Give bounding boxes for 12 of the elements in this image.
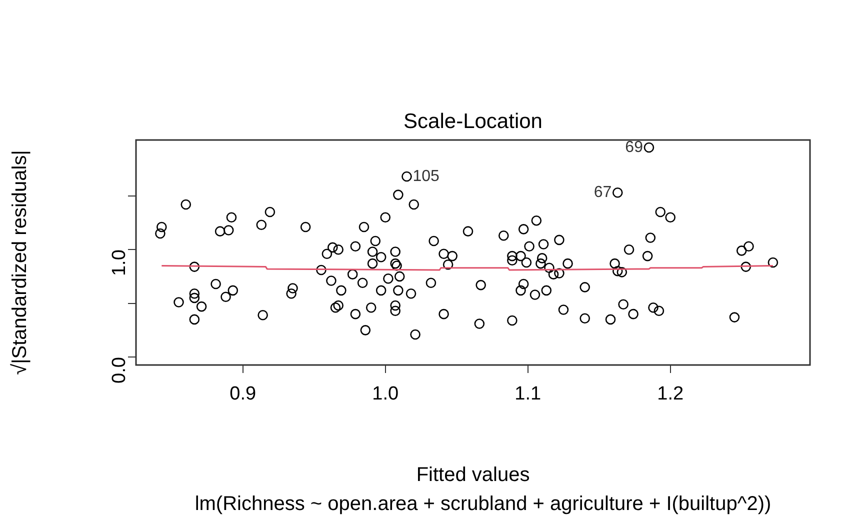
y-tick-label: 0.0 bbox=[109, 357, 130, 384]
annotation: 67 bbox=[594, 184, 612, 202]
x-tick-label: 0.9 bbox=[230, 384, 256, 405]
annotation: 105 bbox=[412, 168, 440, 185]
text: lm(Richness ~ open.area + scrubland + agriculture + I(builtup^2)) bbox=[194, 493, 772, 515]
chart-title: Scale-Location bbox=[404, 110, 542, 133]
annotation: 69 bbox=[625, 138, 644, 156]
x-axis-title: Fitted values bbox=[416, 464, 530, 486]
x-tick-label: 1.0 bbox=[372, 384, 399, 405]
y-axis-title: √|Standardized residuals| bbox=[9, 150, 31, 375]
x-tick-label: 1.1 bbox=[514, 384, 542, 405]
x-tick-label: 1.2 bbox=[657, 384, 684, 405]
